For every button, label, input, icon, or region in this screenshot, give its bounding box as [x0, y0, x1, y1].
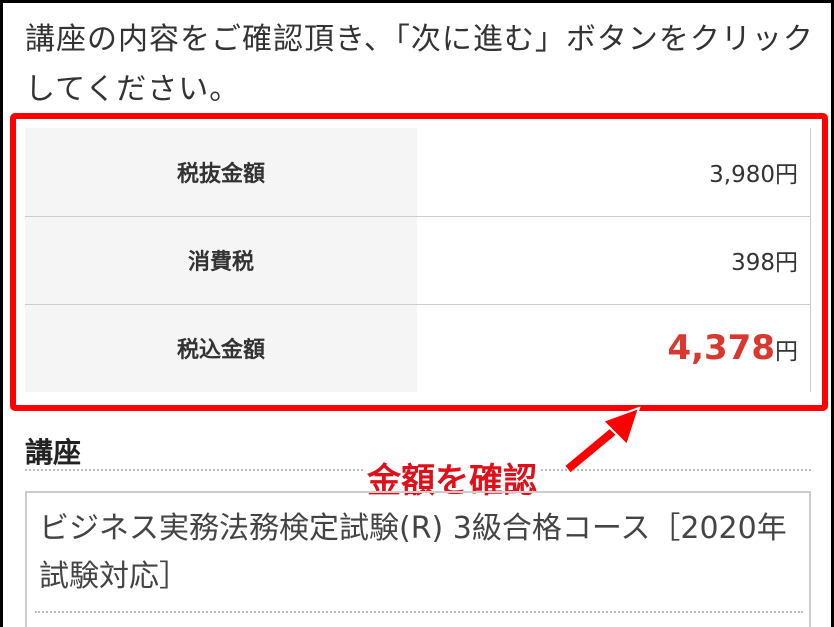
- instruction-text: 講座の内容をご確認頂き、「次に進む」ボタンをクリックしてください。: [25, 22, 814, 107]
- row-value: 3,980円: [417, 128, 811, 217]
- price-amount: 3,980: [709, 161, 775, 188]
- annotation-label: 金額を確認: [363, 453, 541, 502]
- yen-unit: 円: [775, 250, 798, 276]
- course-name: ビジネス実務法務検定試験(R) 3級合格コース［2020年試験対応］: [39, 511, 787, 594]
- course-heading: 講座: [25, 436, 82, 469]
- divider: [35, 611, 803, 613]
- row-label: 税込金額: [25, 304, 417, 392]
- row-label: 税抜金額: [25, 128, 417, 217]
- row-label: 消費税: [25, 216, 417, 305]
- page: 講座の内容をご確認頂き、「次に進む」ボタンをクリックしてください。 税抜金額 3…: [3, 3, 831, 627]
- table-row: 税抜金額 3,980円: [25, 128, 811, 217]
- row-value: 4,378円: [417, 304, 811, 392]
- yen-unit: 円: [775, 339, 798, 366]
- table-row: 消費税 398円: [25, 216, 811, 305]
- price-table: 税抜金額 3,980円 消費税 398円 税込金額 4,378円: [25, 128, 811, 392]
- course-box: ビジネス実務法務検定試験(R) 3級合格コース［2020年試験対応］: [25, 491, 811, 627]
- tax-amount: 398: [731, 250, 775, 276]
- yen-unit: 円: [775, 161, 798, 188]
- table-row: 税込金額 4,378円: [25, 304, 811, 392]
- arrow-icon: [565, 406, 641, 473]
- row-value: 398円: [417, 216, 811, 305]
- highlight-box: [10, 113, 828, 411]
- total-amount: 4,378: [667, 328, 775, 369]
